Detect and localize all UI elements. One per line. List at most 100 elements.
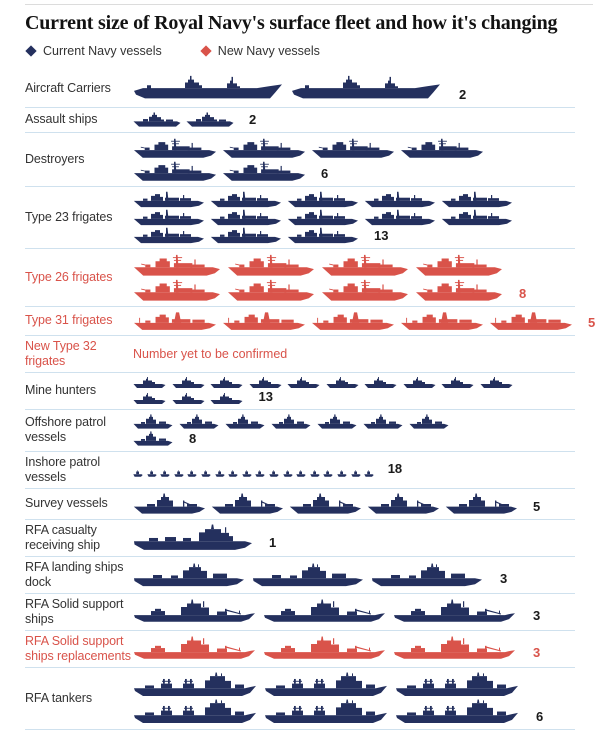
frigate23-ship-icon [210,191,282,208]
ship-line: 13 [133,227,575,244]
row-label: RFA tankers [25,690,92,705]
count-label: 13 [258,388,273,404]
support-ship-icon [263,599,387,624]
ship-grid: 18 [133,461,575,478]
tanker-ship-icon [133,699,257,725]
frigate23-ship-icon [133,209,205,226]
inshore-ship-icon [215,470,225,477]
survey-ship-icon [289,493,362,515]
ship-line [133,191,575,208]
ship-line: 1 [133,524,575,551]
inshore-ship-icon [269,470,279,477]
note-text: Number yet to be confirmed [133,346,288,361]
ship-grid: 8 [133,413,575,448]
destroyer-ship-icon [222,160,306,182]
legend-item: New Navy vessels [200,45,320,58]
minehunter-ship-icon [133,393,166,405]
minehunter-ship-icon [403,377,436,389]
ship-grid: 6 [133,136,575,183]
inshore-ship-icon [351,470,361,477]
ship-line: 5 [133,311,595,331]
fleet-row: Offshore patrol vessels 8 [25,410,575,452]
count-label: 13 [374,227,389,243]
ship-line [133,209,575,226]
fleet-row: Aircraft Carriers 2 [25,71,575,108]
fleet-row: RFA Solid support ships 3 [25,594,575,631]
fleet-table: Aircraft Carriers 2 Assault ships 2 Destroye… [25,71,595,730]
minehunter-ship-icon [172,393,205,405]
count-label: 2 [249,111,257,127]
minehunter-ship-icon [210,393,243,405]
survey-ship-icon [133,493,206,515]
row-label: RFA Solid support ships [25,596,124,626]
support-ship-icon [133,599,257,624]
support-ship-icon [133,636,257,661]
legend: Current Navy vessels New Navy vessels [25,45,575,58]
frigate31-ship-icon [400,311,484,331]
frigate23-ship-icon [441,191,513,208]
new-diamond-icon [200,45,212,57]
frigate26-ship-icon [227,278,315,302]
row-label: Aircraft Carriers [25,81,111,95]
frigate23-ship-icon [133,227,205,244]
ship-line [133,377,575,389]
tanker-ship-icon [264,699,388,725]
count-label: 8 [519,285,527,301]
frigate23-ship-icon [287,209,359,226]
minehunter-ship-icon [364,377,397,389]
opv-ship-icon [271,414,311,430]
ship-line [133,672,575,698]
ship-line: 3 [133,599,575,624]
minehunter-ship-icon [249,377,282,389]
count-label: 1 [269,535,277,550]
ship-grid: 2 [133,74,575,104]
minehunter-ship-icon [172,377,205,389]
frigate26-ship-icon [133,253,221,277]
ship-line: 3 [133,563,575,587]
destroyer-ship-icon [311,137,395,159]
frigate26-ship-icon [415,253,503,277]
fleet-row: RFA Solid support ships replacements 3 [25,631,575,668]
carrier-ship-icon [291,75,441,103]
fleet-row: Inshore patrol vessels 18 [25,452,575,489]
destroyer-ship-icon [400,137,484,159]
frigate31-ship-icon [489,311,573,331]
row-label: Inshore patrol vessels [25,454,101,484]
frigate26-ship-icon [415,278,503,302]
ship-line: 3 [133,636,575,661]
count-label: 6 [321,165,329,181]
assault-ship-icon [186,112,234,128]
survey-ship-icon [445,493,518,515]
frigate26-ship-icon [321,278,409,302]
ship-grid: 5 [133,310,595,332]
fleet-row: RFA casualty receiving ship 1 [25,520,575,557]
tanker-ship-icon [395,672,519,698]
landing-ship-icon [133,563,245,587]
infographic: Current size of Royal Navy's surface fle… [25,4,595,730]
frigate26-ship-icon [321,253,409,277]
ship-line: 5 [133,493,575,515]
minehunter-ship-icon [210,377,243,389]
top-rule [25,4,593,5]
frigate31-ship-icon [311,311,395,331]
row-label: Assault ships [25,112,98,126]
landing-ship-icon [252,563,364,587]
frigate23-ship-icon [364,191,436,208]
opv-ship-icon [225,414,265,430]
survey-ship-icon [211,493,284,515]
opv-ship-icon [409,414,449,430]
count-label: 8 [189,430,197,446]
ship-grid: 1 [133,523,575,552]
destroyer-ship-icon [133,137,217,159]
inshore-ship-icon [283,470,293,477]
row-label: RFA casualty receiving ship [25,522,101,552]
destroyer-ship-icon [222,137,306,159]
ship-line: 6 [133,699,575,725]
frigate23-ship-icon [210,227,282,244]
fleet-row: Mine hunters 13 [25,373,575,410]
row-label: Type 23 frigates [25,209,113,224]
opv-ship-icon [133,431,173,447]
frigate23-ship-icon [364,209,436,226]
row-label: New Type 32 frigates [25,338,97,368]
ship-line: 8 [133,278,575,302]
